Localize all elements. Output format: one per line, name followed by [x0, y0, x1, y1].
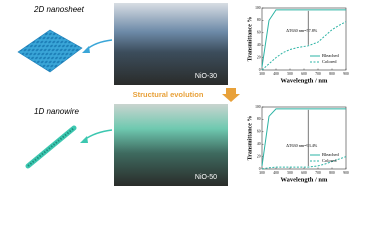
x-axis-label: Wavelength / nm: [281, 77, 329, 84]
x-tick-label: 900: [343, 72, 349, 76]
x-tick-label: 500: [287, 72, 293, 76]
y-tick-label: 40: [257, 43, 261, 47]
evolution-label: Structural evolution: [133, 90, 204, 99]
annotation: ΔT630 nm=93.4%: [286, 143, 318, 148]
y-tick-label: 20: [257, 55, 261, 59]
y-tick-label: 60: [257, 31, 261, 35]
arrow: [85, 39, 113, 51]
nanowire: [25, 125, 77, 169]
legend-label: Colored: [322, 158, 337, 163]
x-tick-label: 700: [315, 171, 321, 175]
arrow-head: [82, 46, 90, 53]
x-tick-label: 600: [301, 72, 307, 76]
x-tick-label: 300: [259, 171, 265, 175]
arrow: [222, 88, 240, 102]
y-axis-label: Transmittance %: [247, 17, 253, 62]
arrow: [83, 129, 113, 141]
sem-image: [114, 3, 228, 85]
annotation: ΔT630 nm=57.8%: [286, 28, 318, 33]
x-tick-label: 400: [273, 72, 279, 76]
y-tick-label: 40: [257, 142, 261, 146]
sem-label: NiO-50: [195, 174, 217, 181]
x-tick-label: 900: [343, 171, 349, 175]
y-tick-label: 100: [255, 6, 261, 10]
arrow-head: [80, 136, 88, 143]
x-tick-label: 600: [301, 171, 307, 175]
y-tick-label: 0: [259, 68, 261, 72]
x-tick-label: 800: [329, 171, 335, 175]
legend-label: Bleached: [322, 53, 339, 58]
series-line: [261, 9, 346, 67]
sem-label: NiO-30: [195, 73, 217, 80]
legend-label: Bleached: [322, 152, 339, 157]
y-tick-label: 20: [257, 154, 261, 158]
series-line: [261, 156, 347, 170]
x-axis-label: Wavelength / nm: [281, 176, 329, 183]
y-tick-label: 80: [257, 18, 261, 22]
series-line: [261, 108, 346, 166]
x-tick-label: 700: [315, 72, 321, 76]
x-tick-label: 300: [259, 72, 265, 76]
y-tick-label: 80: [257, 117, 261, 121]
sem-image: [114, 104, 228, 186]
series-line: [261, 21, 347, 71]
x-tick-label: 800: [329, 72, 335, 76]
x-tick-label: 400: [273, 171, 279, 175]
figure: 2D nanosheet 1D nanowire NiO-30 NiO-50 S…: [17, 3, 349, 186]
x-tick-label: 500: [287, 171, 293, 175]
label: 1D nanowire: [34, 107, 79, 116]
y-axis-label: Transmittance %: [247, 116, 253, 161]
y-tick-label: 0: [259, 167, 261, 171]
y-tick-label: 60: [257, 130, 261, 134]
legend-label: Colored: [322, 59, 337, 64]
y-tick-label: 100: [255, 105, 261, 109]
label: 2D nanosheet: [33, 5, 85, 14]
nanosheet: [17, 29, 83, 73]
